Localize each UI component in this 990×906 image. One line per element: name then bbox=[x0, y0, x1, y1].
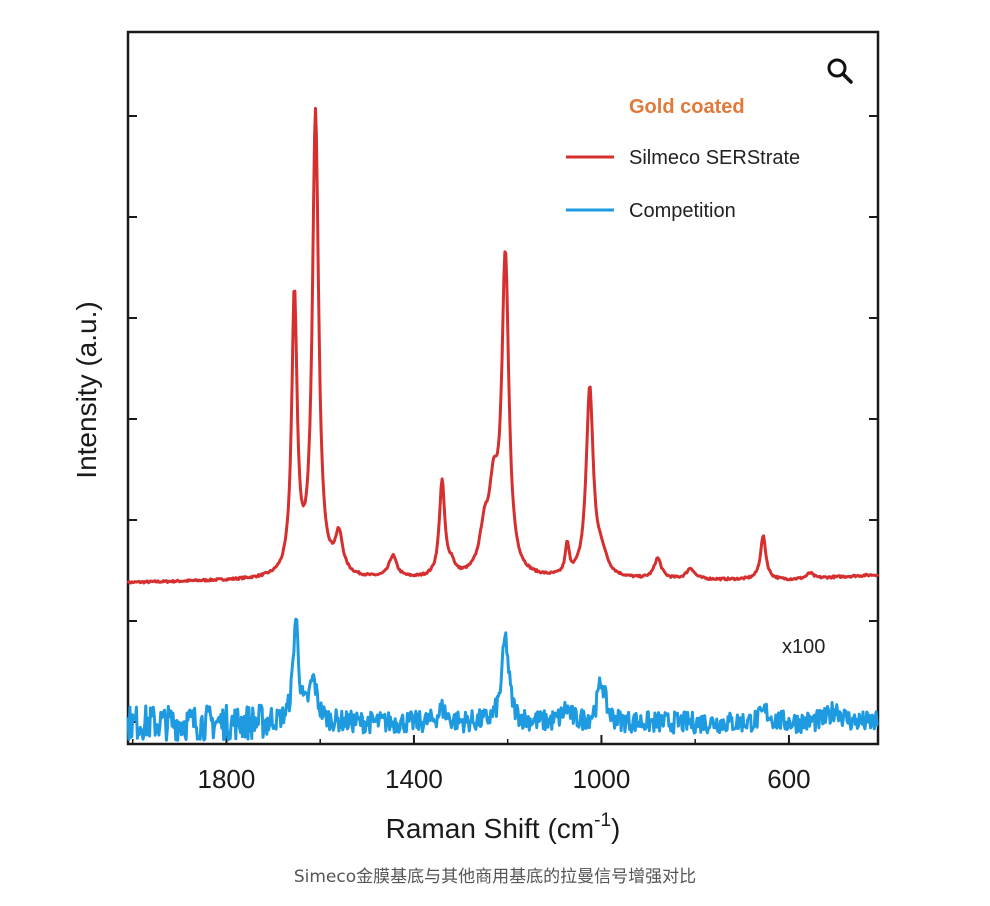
x-tick-label: 600 bbox=[767, 764, 810, 794]
plot-frame bbox=[126, 30, 880, 746]
x-axis-title: Raman Shift (cm-1) bbox=[386, 810, 621, 844]
legend-label-competition: Competition bbox=[629, 200, 736, 222]
legend-title: Gold coated bbox=[629, 96, 745, 118]
x-axis-title-sup: -1 bbox=[594, 810, 611, 831]
y-axis-title: Intensity (a.u.) bbox=[71, 301, 102, 478]
series-line-silmeco bbox=[126, 106, 880, 585]
x-tick-label: 1800 bbox=[198, 764, 256, 794]
legend-label-silmeco: Silmeco SERStrate bbox=[629, 147, 800, 169]
x-axis-title-end: ) bbox=[611, 813, 620, 844]
scale-annotation: x100 bbox=[782, 636, 825, 658]
axis-ticks: 1800 1400 1000 600 bbox=[128, 115, 878, 794]
magnifier-icon bbox=[827, 58, 853, 84]
x-tick-label: 1400 bbox=[385, 764, 443, 794]
x-axis-title-main: Raman Shift (cm bbox=[386, 813, 595, 844]
series-line-competition bbox=[126, 617, 879, 742]
x-tick-label: 1000 bbox=[573, 764, 631, 794]
zoom-button[interactable] bbox=[824, 55, 856, 87]
legend: Gold coated Silmeco SERStrate Competitio… bbox=[566, 96, 800, 222]
raman-chart: 1800 1400 1000 600 Raman Shift (cm-1) Inten… bbox=[71, 30, 880, 844]
series-layer bbox=[126, 106, 880, 742]
figure-caption: Simeco金膜基底与其他商用基底的拉曼信号增强对比 bbox=[293, 867, 697, 887]
